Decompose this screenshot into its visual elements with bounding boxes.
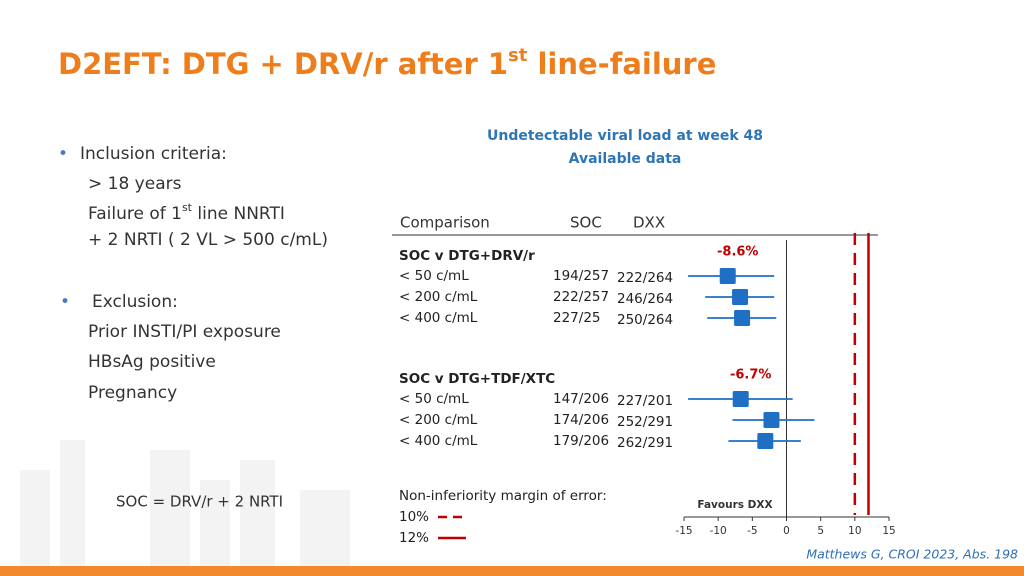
soc-value: 194/257	[553, 268, 609, 284]
footer-bar	[0, 566, 1024, 576]
point-estimate	[763, 412, 780, 428]
skyline	[20, 440, 350, 570]
dxx-value: 262/291	[617, 435, 673, 451]
dxx-value: 246/264	[617, 291, 673, 307]
dxx-value: 227/201	[617, 393, 673, 409]
group-name: SOC v DTG+DRV/r	[399, 248, 535, 264]
row-label: < 50 c/mL	[399, 268, 469, 284]
x-tick-label: 5	[817, 525, 824, 537]
x-tick-label: 15	[882, 525, 895, 537]
margin-label: 10%	[399, 509, 429, 525]
bullet: •	[60, 292, 70, 312]
bullet-item: > 18 years	[88, 174, 182, 194]
dxx-value: 250/264	[617, 312, 673, 328]
soc-value: 174/206	[553, 412, 609, 428]
margin-label: 12%	[399, 530, 429, 546]
bullet-item: + 2 NRTI ( 2 VL > 500 c/mL)	[88, 230, 328, 250]
x-tick-label: -5	[747, 525, 757, 537]
note: SOC = DRV/r + 2 NRTI	[116, 493, 283, 511]
bullet-item: Pregnancy	[88, 383, 177, 403]
soc-value: 222/257	[553, 289, 609, 305]
slide-title: D2EFT: DTG + DRV/r after 1st line-failur…	[58, 45, 716, 81]
bullet-heading: Exclusion:	[92, 292, 178, 312]
soc-value: 227/25	[553, 310, 601, 326]
bullet-item: Failure of 1st line NNRTI	[88, 201, 285, 224]
text: line NNRTI	[192, 204, 285, 224]
title-text: D2EFT: DTG + DRV/r after 1	[58, 47, 508, 81]
x-tick-label: -10	[710, 525, 727, 537]
x-tick-label: 10	[848, 525, 861, 537]
title-text: line-failure	[527, 47, 716, 81]
chart-title: Undetectable viral load at week 48	[487, 128, 763, 144]
x-tick-label: 0	[783, 525, 790, 537]
row-label: < 50 c/mL	[399, 391, 469, 407]
column-header: Comparison	[400, 214, 490, 232]
footnote: Matthews G, CROI 2023, Abs. 198	[806, 547, 1018, 562]
margin-title: Non-inferiority margin of error:	[399, 488, 607, 504]
point-estimate	[734, 310, 751, 326]
group-name: SOC v DTG+TDF/XTC	[399, 371, 555, 387]
text: Failure of 1	[88, 204, 182, 224]
point-estimate	[732, 391, 749, 407]
dxx-value: 252/291	[617, 414, 673, 430]
column-header: SOC	[570, 214, 602, 232]
row-label: < 400 c/mL	[399, 310, 478, 326]
title-superscript: st	[508, 45, 528, 66]
bullet-item: Prior INSTI/PI exposure	[88, 322, 281, 342]
point-estimate	[757, 433, 774, 449]
row-label: < 400 c/mL	[399, 433, 478, 449]
x-tick-label: -15	[675, 525, 692, 537]
x-axis-label: Favours DXX	[697, 499, 772, 511]
bullet: •	[58, 144, 68, 164]
effect-label: -8.6%	[717, 245, 758, 260]
chart-subtitle: Available data	[569, 151, 682, 167]
point-estimate	[719, 268, 736, 284]
row-label: < 200 c/mL	[399, 412, 478, 428]
dxx-value: 222/264	[617, 270, 673, 286]
point-estimate	[732, 289, 749, 305]
bullet-heading: Inclusion criteria:	[80, 144, 227, 164]
bullet-item: HBsAg positive	[88, 352, 216, 372]
soc-value: 179/206	[553, 433, 609, 449]
effect-label: -6.7%	[730, 368, 771, 383]
soc-value: 147/206	[553, 391, 609, 407]
superscript: st	[182, 201, 193, 214]
row-label: < 200 c/mL	[399, 289, 478, 305]
column-header: DXX	[633, 214, 665, 232]
